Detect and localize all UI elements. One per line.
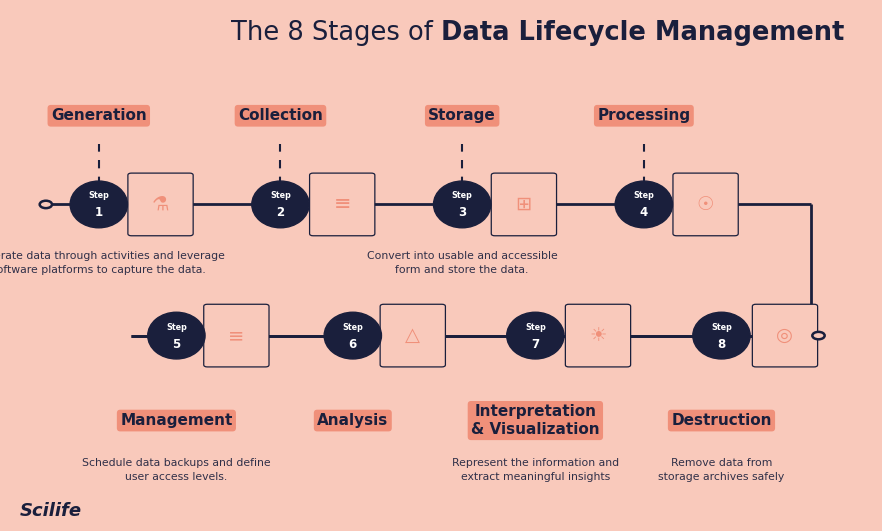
Ellipse shape	[434, 181, 490, 228]
Text: 6: 6	[348, 338, 357, 350]
Circle shape	[40, 201, 52, 208]
Text: Scilife: Scilife	[19, 502, 81, 520]
Text: △: △	[405, 326, 421, 345]
Text: 4: 4	[639, 207, 648, 219]
FancyBboxPatch shape	[128, 173, 193, 236]
Text: Step: Step	[88, 192, 109, 200]
Text: 2: 2	[276, 207, 285, 219]
Text: Step: Step	[166, 323, 187, 331]
Text: Management: Management	[120, 413, 233, 428]
Text: ≡: ≡	[333, 194, 351, 215]
Text: Schedule data backups and define
user access levels.: Schedule data backups and define user ac…	[82, 458, 271, 482]
Text: Step: Step	[342, 323, 363, 331]
Text: 3: 3	[458, 207, 467, 219]
FancyBboxPatch shape	[204, 304, 269, 367]
Text: Step: Step	[452, 192, 473, 200]
Text: Step: Step	[525, 323, 546, 331]
Text: ⊞: ⊞	[516, 195, 532, 214]
Text: Represent the information and
extract meaningful insights: Represent the information and extract me…	[452, 458, 619, 482]
Text: ≡: ≡	[228, 326, 244, 345]
Ellipse shape	[148, 312, 206, 359]
FancyBboxPatch shape	[380, 304, 445, 367]
Text: Generation: Generation	[51, 108, 146, 123]
Text: 8: 8	[717, 338, 726, 350]
Text: Step: Step	[270, 192, 291, 200]
Text: 1: 1	[94, 207, 103, 219]
Text: Step: Step	[711, 323, 732, 331]
Ellipse shape	[252, 181, 310, 228]
FancyBboxPatch shape	[673, 173, 738, 236]
Text: Storage: Storage	[429, 108, 496, 123]
Text: ◎: ◎	[776, 326, 794, 345]
Text: 5: 5	[172, 338, 181, 350]
Ellipse shape	[616, 181, 672, 228]
Text: Convert into usable and accessible
form and store the data.: Convert into usable and accessible form …	[367, 251, 557, 275]
Ellipse shape	[506, 312, 564, 359]
Text: Generate data through activities and leverage
software platforms to capture the : Generate data through activities and lev…	[0, 251, 225, 275]
FancyBboxPatch shape	[491, 173, 557, 236]
Text: The 8 Stages of: The 8 Stages of	[231, 20, 441, 46]
Text: Destruction: Destruction	[671, 413, 772, 428]
Text: ☉: ☉	[697, 195, 714, 214]
Text: ⚗: ⚗	[152, 195, 169, 214]
FancyBboxPatch shape	[752, 304, 818, 367]
FancyBboxPatch shape	[565, 304, 631, 367]
Text: Step: Step	[633, 192, 654, 200]
Text: Interpretation
& Visualization: Interpretation & Visualization	[471, 404, 600, 437]
Text: Data Lifecycle Management: Data Lifecycle Management	[441, 20, 844, 46]
Text: Analysis: Analysis	[318, 413, 388, 428]
Text: 7: 7	[531, 338, 540, 350]
FancyBboxPatch shape	[310, 173, 375, 236]
Ellipse shape	[325, 312, 382, 359]
Text: Remove data from
storage archives safely: Remove data from storage archives safely	[658, 458, 785, 482]
Text: ☀: ☀	[589, 326, 607, 345]
Ellipse shape	[71, 181, 128, 228]
Text: Processing: Processing	[597, 108, 691, 123]
Text: Collection: Collection	[238, 108, 323, 123]
Ellipse shape	[693, 312, 750, 359]
Circle shape	[812, 332, 825, 339]
